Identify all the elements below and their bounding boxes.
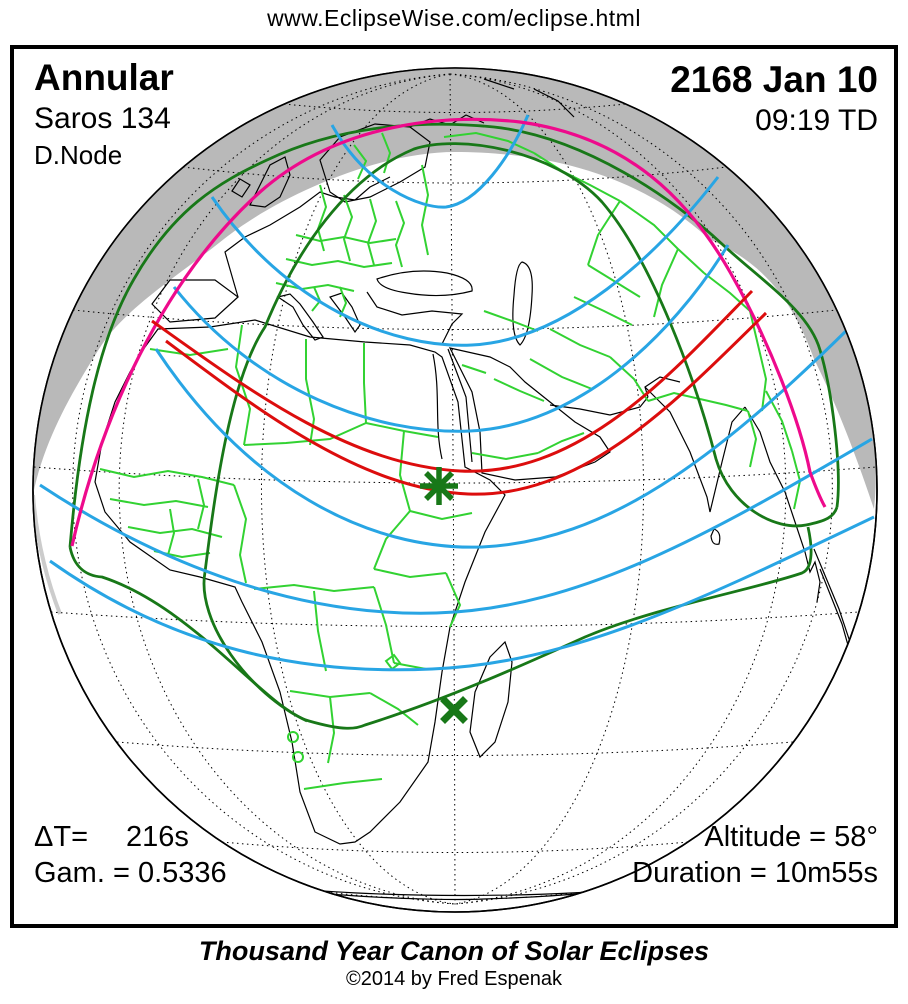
earth-limb [32, 67, 878, 913]
canon-title: Thousand Year Canon of Solar Eclipses [198, 936, 710, 966]
site-url-title: www.EclipseWise.com/eclipse.html [267, 5, 641, 31]
eclipse-type: Annular [34, 57, 174, 98]
country-borders [99, 131, 802, 790]
saros-number: Saros 134 [34, 102, 171, 135]
maximum-eclipse-curves [39, 114, 875, 672]
duration-line: Duration = 10m55s [632, 857, 878, 889]
eclipse-map-globe [32, 67, 878, 913]
delta-t-label: ΔT= [34, 821, 89, 853]
eclipse-params-left: ΔT= 216s Gam. = 0.5336 [34, 816, 227, 888]
greatest-eclipse-marker [420, 467, 458, 505]
penumbra-limit-curves [68, 122, 840, 730]
eclipse-date-block: 2168 Jan 10 09:19 TD [670, 61, 878, 144]
sunrise-sunset-curve [70, 117, 827, 547]
node-label: D.Node [34, 140, 123, 170]
eclipse-type-block: Annular Saros 134 D.Node [34, 59, 174, 168]
gamma-line: Gam. = 0.5336 [34, 857, 227, 889]
altitude-line: Altitude = 58° [704, 821, 878, 853]
subsolar-point-marker [440, 696, 468, 724]
copyright-line: ©2014 by Fred Espenak [346, 968, 562, 990]
eclipse-params-right: Altitude = 58° Duration = 10m55s [632, 816, 878, 888]
annularity-path [151, 289, 768, 496]
eclipse-time: 09:19 TD [755, 104, 878, 137]
delta-t-line: ΔT= 216s [34, 823, 227, 852]
eclipse-date: 2168 Jan 10 [670, 59, 878, 100]
map-frame: Annular Saros 134 D.Node 2168 Jan 10 09:… [10, 45, 898, 928]
delta-t-value: 216s [126, 821, 189, 853]
